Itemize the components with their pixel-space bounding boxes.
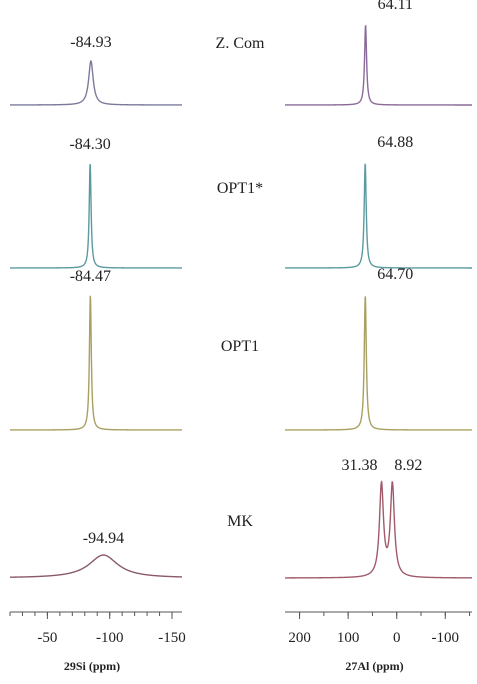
spectrum-29si-3: [10, 554, 183, 578]
peak-label-27al: 8.92: [394, 457, 422, 474]
sample-label: MK: [227, 513, 253, 530]
spectrum-27al-1: [285, 163, 472, 269]
x-tick-label: -100: [96, 630, 124, 646]
peak-label-27al: 64.88: [377, 134, 413, 151]
peak-label-29si: -84.47: [70, 268, 111, 285]
axes-layer: -50 -100 -150 29Si (ppm) 200 100 0 -100 27Al (pp…: [9, 611, 472, 673]
x-tick-label: 0: [393, 630, 401, 646]
sample-label: Z. Com: [216, 35, 265, 52]
sample-label: OPT1*: [217, 180, 263, 197]
x-tick-label: 100: [337, 630, 360, 646]
sample-label: OPT1: [221, 338, 259, 355]
labels-layer: -84.93 Z. Com -84.30 OPT1* -84.47 OPT1 -94.94 M…: [69, 0, 422, 547]
x-tick-label: -50: [37, 630, 57, 646]
peak-label-29si: -94.94: [83, 530, 124, 547]
spectrum-29si-0: [10, 59, 182, 106]
spectrum-27al-0: [285, 24, 472, 106]
x-tick-label: -100: [432, 630, 460, 646]
spectra-layer: [10, 24, 472, 579]
peak-label-29si: -84.93: [70, 34, 111, 51]
spectrum-27al-2: [285, 296, 472, 431]
x-axis-title-29si: 29Si (ppm): [64, 659, 120, 673]
spectrum-27al-3: [285, 480, 472, 579]
spectrum-29si-1: [10, 164, 182, 269]
x-tick-label: 200: [288, 630, 311, 646]
spectrum-29si-2: [10, 295, 182, 431]
peak-label-29si: -84.30: [69, 136, 110, 153]
peak-label-27al: 64.70: [377, 266, 413, 283]
x-axis-title-27al: 27Al (ppm): [345, 659, 403, 673]
peak-label-27al: 31.38: [341, 457, 377, 474]
peak-label-27al: 64.11: [378, 0, 413, 13]
x-tick-label: -150: [158, 630, 186, 646]
